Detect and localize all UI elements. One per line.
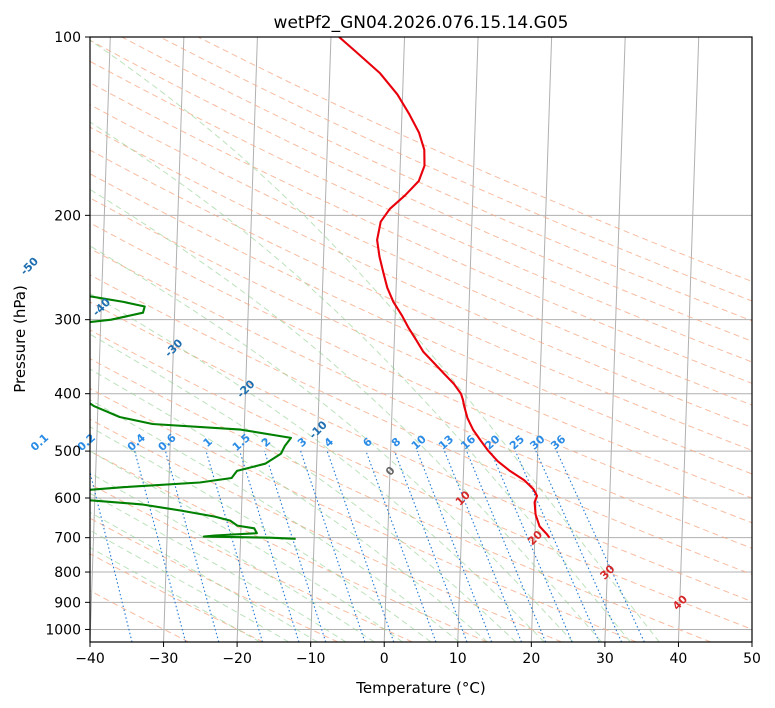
isotherm-gridline (677, 37, 700, 642)
mixing-ratio-line (300, 450, 366, 642)
dry-adiabat (90, 387, 637, 642)
y-axis: 100 200 300 400 500 600 700 800 900 1000 (45, 30, 90, 638)
moist-adiabat (90, 529, 290, 642)
dry-adiabat (90, 483, 413, 642)
moist-adiabat (90, 492, 347, 642)
plot-frame (89, 36, 753, 643)
x-tick-label: 40 (670, 651, 688, 667)
isotherm-gridline (383, 37, 406, 642)
mixing-ratio-line (490, 450, 573, 642)
y-tick-label: 800 (54, 565, 81, 581)
isotherm-gridline (751, 627, 752, 642)
dry-adiabat (90, 149, 752, 451)
background-lines (90, 37, 752, 642)
plot-background (90, 37, 752, 642)
y-axis-title: Pressure (hPa) (11, 285, 29, 393)
x-tick-label: −20 (222, 651, 252, 667)
moist-adiabat (90, 399, 460, 642)
y-tick-label: 300 (54, 313, 81, 329)
mixing-ratio-label: 0.1 (28, 431, 51, 454)
mixing-ratio-line (466, 450, 547, 642)
dry-adiabat (90, 126, 752, 429)
moist-adiabat (90, 450, 403, 642)
moist-adiabat (90, 121, 631, 642)
moist-adiabat (90, 426, 432, 642)
moist-adiabat (90, 472, 375, 642)
mixing-ratio-line (90, 469, 133, 642)
isotherm-gridline (163, 37, 185, 642)
dry-adiabat (90, 222, 752, 524)
moist-adiabat (90, 188, 602, 642)
moist-adiabat (90, 547, 261, 642)
dry-adiabat (90, 450, 488, 642)
chart-title: wetPf2_GN04.2026.076.15.14.G05 (274, 13, 569, 33)
x-tick-label: −10 (296, 651, 326, 667)
dry-adiabat (90, 82, 752, 384)
y-tick-label: 500 (54, 444, 81, 460)
mixing-ratio-line (365, 450, 437, 642)
isotherm-label: -50 (18, 255, 41, 278)
dry-adiabat (90, 247, 752, 549)
dry-adiabat (90, 358, 711, 642)
x-axis: −40 −30 −20 −10 0 10 20 30 40 50 (75, 642, 761, 667)
y-tick-label: 100 (54, 30, 81, 46)
mixing-ratio-line (514, 450, 600, 642)
mixing-ratio-line (326, 450, 395, 642)
y-tick-label: 900 (54, 595, 81, 611)
x-axis-title: Temperature (°C) (355, 679, 485, 697)
x-tick-label: 30 (596, 651, 614, 667)
mixing-ratio-line (164, 450, 220, 642)
moist-adiabat (90, 511, 318, 642)
isotherm-gridline (236, 37, 258, 642)
moist-adiabat (90, 39, 660, 642)
y-tick-label: 200 (54, 208, 81, 224)
temperature-profile (338, 37, 551, 539)
mixing-ratio-line (535, 450, 623, 642)
y-tick-label: 700 (54, 531, 81, 547)
profiles (90, 37, 551, 540)
dry-adiabat (121, 37, 752, 322)
dry-adiabat (90, 553, 264, 642)
y-tick-label: 600 (54, 491, 81, 507)
x-tick-label: 50 (743, 651, 761, 667)
dewpoint-profile (90, 295, 296, 540)
x-tick-label: 0 (380, 651, 389, 667)
y-tick-label: 400 (54, 387, 81, 403)
dry-adiabat (90, 418, 562, 642)
isotherm-gridline (457, 37, 479, 642)
mixing-ratio-line (239, 450, 300, 642)
x-tick-label: 20 (522, 651, 540, 667)
y-tick-label: 1000 (45, 622, 81, 638)
x-tick-label: −40 (75, 651, 105, 667)
x-tick-label: 10 (449, 651, 467, 667)
dry-adiabat (90, 197, 752, 499)
isotherm-gridline (604, 37, 626, 642)
mixing-ratio-line (263, 450, 327, 642)
mixing-ratio-line (205, 450, 264, 642)
mixing-ratio-line (556, 450, 645, 642)
moist-adiabat (90, 292, 545, 642)
moist-adiabat (90, 368, 488, 642)
dry-adiabat (159, 37, 752, 302)
moist-adiabat (90, 333, 517, 642)
dry-adiabat (90, 60, 752, 363)
dry-adiabat (90, 590, 189, 642)
mixing-ratio-line (134, 450, 187, 642)
x-tick-label: −30 (149, 651, 179, 667)
